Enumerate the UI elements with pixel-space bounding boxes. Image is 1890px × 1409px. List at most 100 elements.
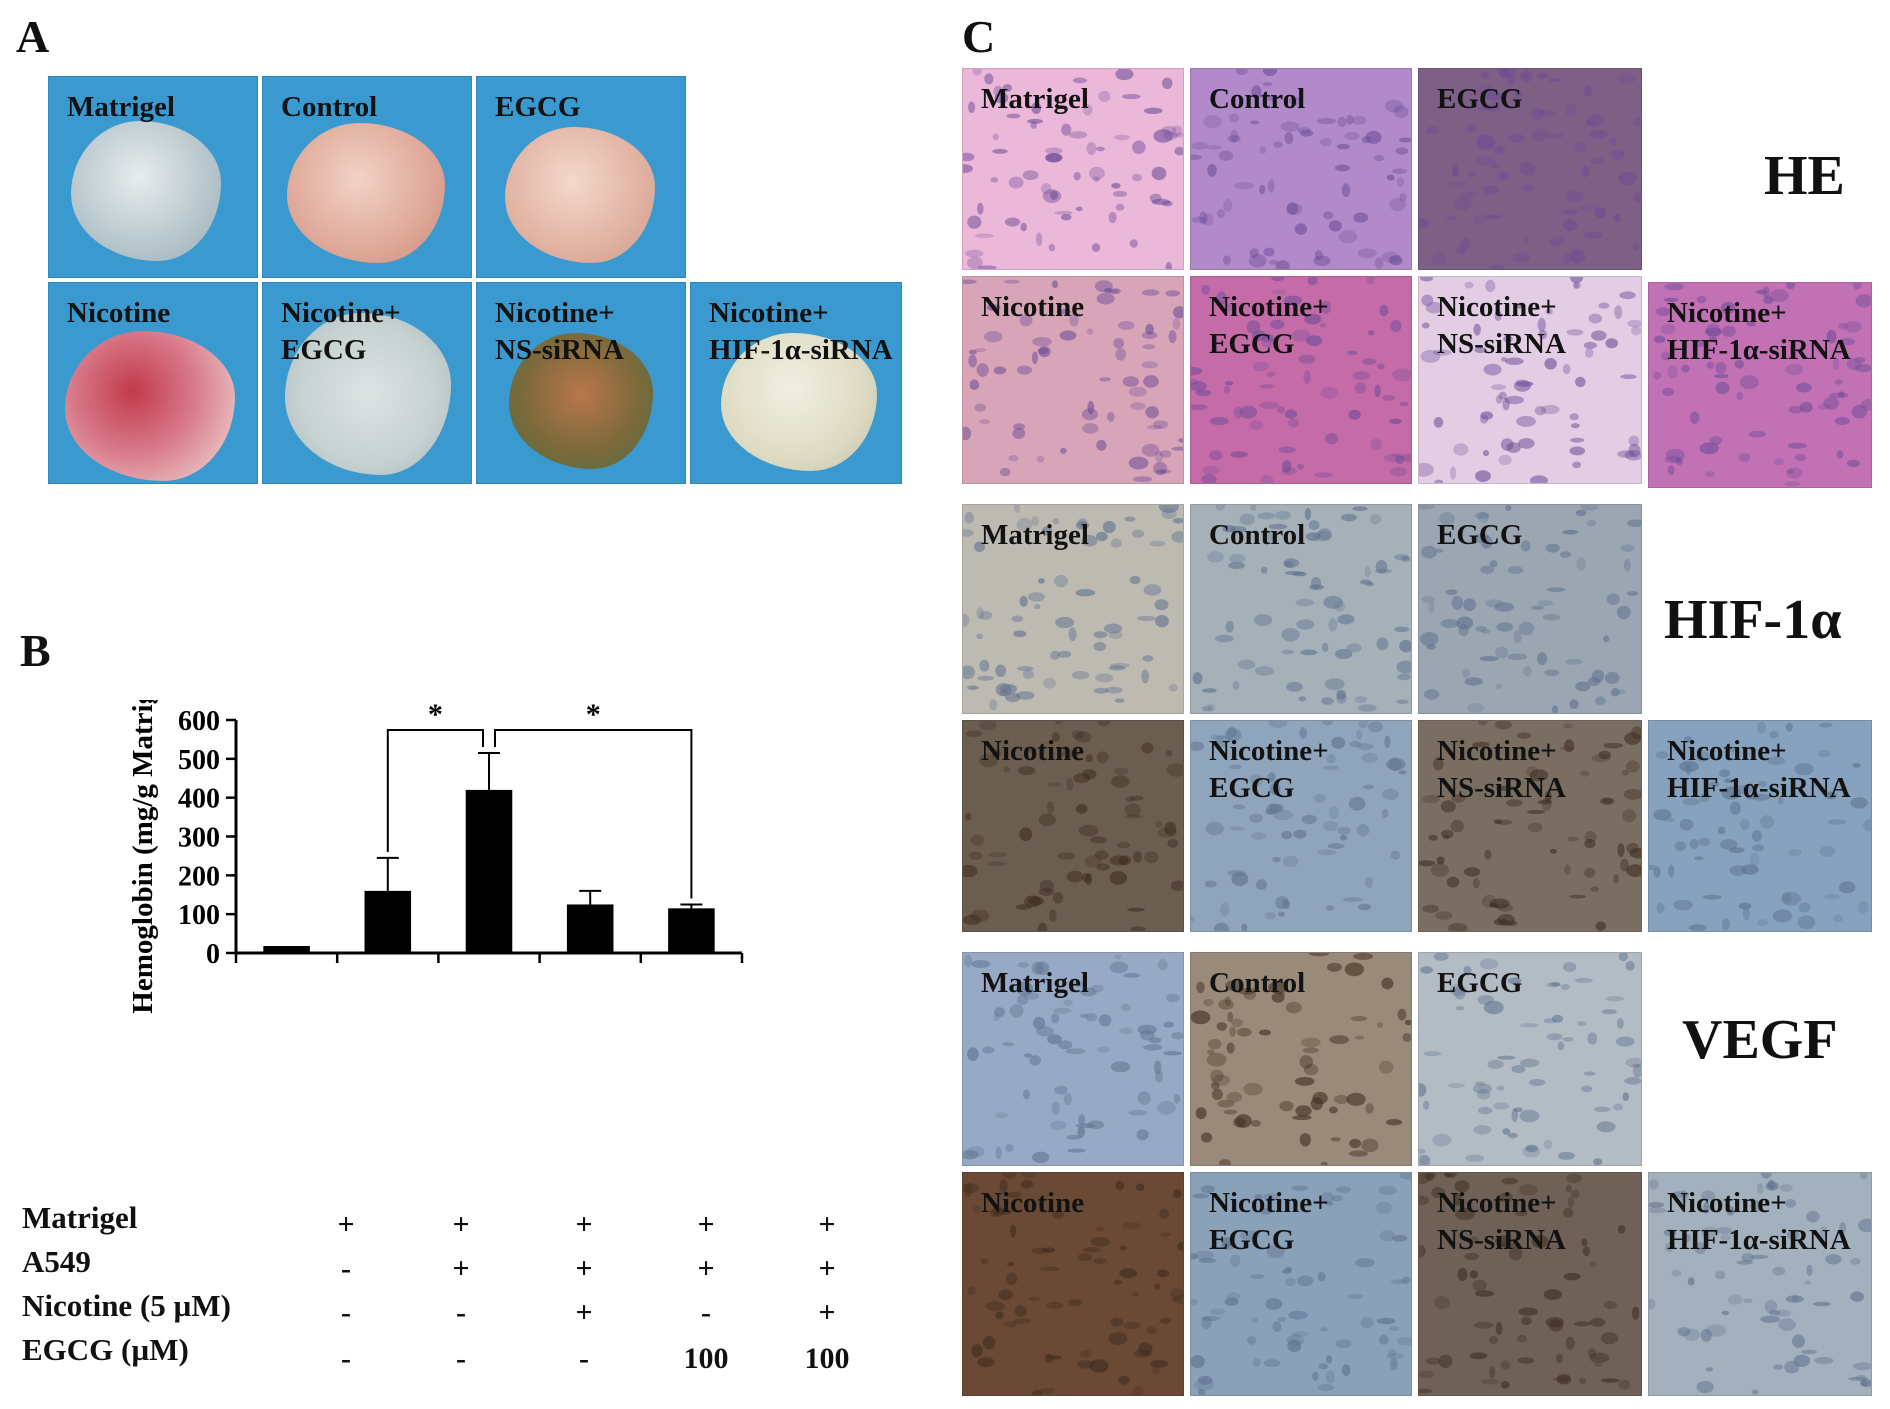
cell-nucleus (1768, 1310, 1781, 1316)
cell-nucleus (1266, 1244, 1285, 1259)
cell-nucleus (1425, 1357, 1441, 1365)
cell-nucleus (1265, 1298, 1283, 1310)
y-tick-label: 500 (178, 745, 220, 776)
cell-nucleus (1825, 1254, 1842, 1265)
cell-nucleus (1594, 206, 1607, 218)
cell-nucleus (1141, 742, 1154, 754)
treatment-value: - (341, 1252, 351, 1285)
cell-nucleus (977, 675, 994, 681)
cell-nucleus (1385, 1119, 1403, 1126)
cell-nucleus (1013, 1318, 1031, 1324)
cell-nucleus (1226, 1091, 1243, 1103)
cell-nucleus (1252, 361, 1269, 372)
cell-nucleus (1734, 359, 1745, 369)
cell-nucleus (1542, 613, 1561, 621)
histology-hif-matrigel: Matrigel (962, 504, 1184, 714)
cell-nucleus (1442, 834, 1451, 840)
cell-nucleus (1078, 824, 1099, 837)
cell-nucleus (1170, 1287, 1183, 1301)
cell-nucleus (1173, 1189, 1182, 1198)
cell-nucleus (1394, 626, 1410, 632)
cell-nucleus (1375, 560, 1388, 574)
cell-nucleus (1626, 519, 1641, 527)
cell-nucleus (1300, 129, 1313, 137)
cell-nucleus (1495, 646, 1509, 659)
cell-nucleus (1091, 243, 1101, 252)
cell-nucleus (1199, 211, 1208, 225)
cell-nucleus (1622, 769, 1629, 776)
cell-nucleus (1299, 727, 1307, 739)
cell-nucleus (1328, 618, 1338, 632)
cell-nucleus (1200, 1132, 1213, 1143)
cell-nucleus (1291, 1331, 1309, 1337)
treatment-label-matrigel: Matrigel (22, 1200, 138, 1235)
cell-nucleus (1041, 526, 1053, 536)
cell-nucleus (1218, 999, 1234, 1010)
cell-nucleus (1485, 279, 1496, 293)
cell-nucleus (1756, 1183, 1764, 1195)
cell-nucleus (1819, 1226, 1828, 1239)
cell-nucleus (1192, 1193, 1209, 1199)
cell-nucleus (1683, 1328, 1700, 1342)
cell-nucleus (1259, 401, 1279, 409)
cell-nucleus (1115, 348, 1127, 361)
cell-nucleus (1305, 532, 1321, 541)
y-tick-label: 100 (178, 900, 220, 931)
cell-nucleus (1515, 1211, 1528, 1217)
cell-nucleus (1115, 1180, 1125, 1191)
cell-nucleus (1326, 1355, 1333, 1364)
histology-label: Nicotine+ EGCG (1209, 735, 1329, 804)
cell-nucleus (1314, 250, 1323, 260)
cell-nucleus (1623, 558, 1631, 572)
cell-nucleus (1032, 1151, 1050, 1163)
cell-nucleus (1019, 595, 1028, 607)
cell-nucleus (1836, 450, 1844, 459)
cell-nucleus (1584, 838, 1596, 849)
cell-nucleus (1352, 506, 1368, 511)
cell-nucleus (1511, 1108, 1518, 1123)
significance-star: * (428, 700, 443, 731)
cell-nucleus (1720, 1234, 1731, 1241)
cell-nucleus (1230, 129, 1238, 143)
cell-nucleus (1469, 1270, 1479, 1279)
cell-nucleus (1191, 1010, 1211, 1025)
cell-nucleus (1601, 1009, 1617, 1015)
cell-nucleus (1270, 319, 1285, 330)
cell-nucleus (1606, 593, 1620, 605)
cell-nucleus (1114, 134, 1130, 141)
cell-nucleus (1447, 1083, 1466, 1088)
cell-nucleus (984, 73, 994, 85)
cell-nucleus (1027, 118, 1044, 124)
cell-nucleus (1191, 142, 1209, 150)
histology-label: Nicotine+ EGCG (1209, 291, 1329, 360)
cell-nucleus (984, 331, 1003, 343)
cell-nucleus (1576, 557, 1586, 571)
significance-bracket (494, 729, 693, 899)
cell-nucleus (1198, 1388, 1206, 1395)
cell-nucleus (1699, 442, 1719, 455)
cell-nucleus (1102, 520, 1116, 534)
cell-nucleus (1507, 133, 1526, 143)
cell-nucleus (1517, 1357, 1535, 1364)
cell-nucleus (1618, 172, 1637, 185)
cell-nucleus (1096, 292, 1115, 305)
cell-nucleus (1531, 1235, 1549, 1248)
cell-nucleus (1507, 566, 1524, 575)
cell-nucleus (1281, 467, 1297, 476)
cell-nucleus (1589, 1317, 1606, 1327)
cell-nucleus (1729, 801, 1741, 815)
cell-nucleus (1432, 1133, 1452, 1147)
cell-nucleus (1490, 264, 1504, 269)
cell-nucleus (1738, 452, 1751, 462)
cell-nucleus (1489, 560, 1498, 568)
histology-hif-nicotine-ns-sirna: Nicotine+ NS-siRNA (1418, 720, 1642, 932)
cell-nucleus (1826, 329, 1837, 344)
cell-nucleus (1797, 915, 1816, 930)
cell-nucleus (1202, 213, 1214, 226)
cell-nucleus (1229, 554, 1246, 564)
cell-nucleus (1344, 132, 1360, 141)
cell-nucleus (1565, 658, 1583, 665)
cell-nucleus (1801, 1349, 1817, 1355)
cell-nucleus (1458, 623, 1469, 637)
cell-nucleus (971, 1344, 983, 1358)
